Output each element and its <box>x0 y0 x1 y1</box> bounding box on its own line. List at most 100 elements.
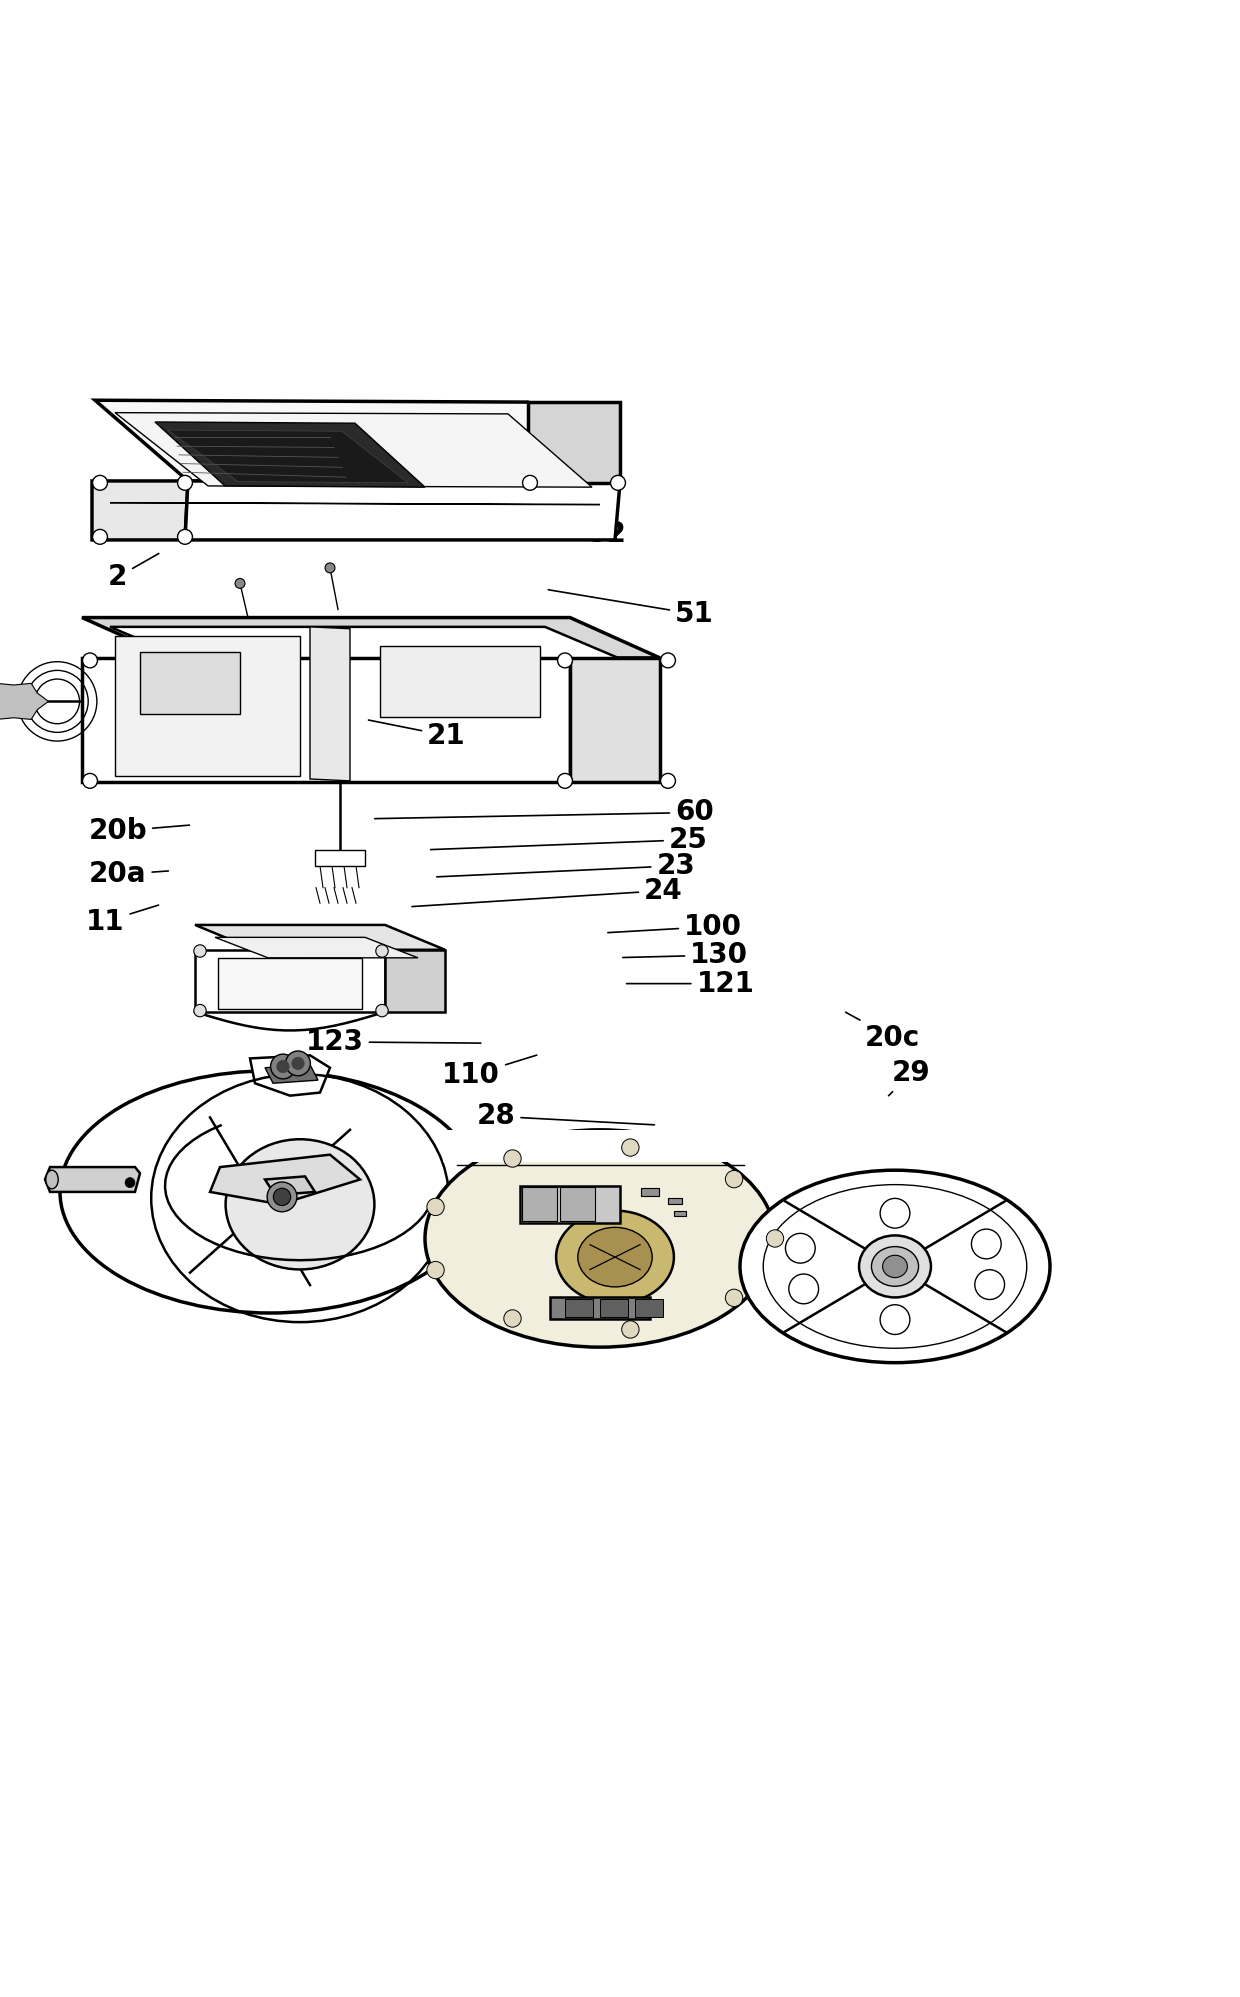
Text: 23: 23 <box>436 853 696 881</box>
Circle shape <box>789 1274 818 1304</box>
Ellipse shape <box>883 1256 908 1278</box>
Polygon shape <box>570 657 660 783</box>
Circle shape <box>661 653 676 667</box>
Circle shape <box>621 1320 639 1338</box>
Circle shape <box>785 1234 815 1264</box>
Polygon shape <box>250 1054 330 1096</box>
Polygon shape <box>218 959 362 1008</box>
Text: 60: 60 <box>374 799 714 827</box>
Polygon shape <box>600 1300 627 1318</box>
Text: 130: 130 <box>622 941 748 969</box>
Circle shape <box>558 653 573 667</box>
Polygon shape <box>110 627 630 663</box>
Circle shape <box>971 1228 1001 1258</box>
Text: 51: 51 <box>548 589 714 629</box>
Text: 110: 110 <box>443 1054 537 1090</box>
Circle shape <box>880 1304 910 1334</box>
Circle shape <box>766 1230 784 1248</box>
Circle shape <box>193 1004 206 1016</box>
Text: 20c: 20c <box>846 1012 920 1052</box>
Polygon shape <box>155 421 425 487</box>
Text: 11: 11 <box>86 905 159 937</box>
Polygon shape <box>551 1298 650 1320</box>
Circle shape <box>285 1050 310 1076</box>
Polygon shape <box>265 1064 317 1082</box>
Polygon shape <box>167 429 408 483</box>
Circle shape <box>277 1060 289 1072</box>
Circle shape <box>427 1198 444 1216</box>
Text: 121: 121 <box>626 971 754 998</box>
Circle shape <box>610 475 625 489</box>
Ellipse shape <box>60 1070 480 1312</box>
Circle shape <box>291 1056 304 1070</box>
Text: 25: 25 <box>430 827 708 855</box>
Polygon shape <box>0 683 48 719</box>
Polygon shape <box>635 1300 663 1318</box>
Circle shape <box>661 773 676 789</box>
Circle shape <box>177 529 192 545</box>
Ellipse shape <box>46 1170 58 1188</box>
Circle shape <box>236 579 246 589</box>
Polygon shape <box>384 951 445 1012</box>
Circle shape <box>725 1170 743 1188</box>
Polygon shape <box>265 1176 315 1194</box>
Circle shape <box>325 563 335 573</box>
Polygon shape <box>115 413 591 487</box>
Circle shape <box>427 1262 444 1278</box>
Circle shape <box>621 1138 639 1156</box>
Circle shape <box>267 1182 296 1212</box>
Polygon shape <box>641 1188 658 1196</box>
Ellipse shape <box>556 1210 673 1304</box>
Circle shape <box>93 529 108 545</box>
Polygon shape <box>443 1130 758 1162</box>
Text: 2: 2 <box>108 553 159 591</box>
Circle shape <box>83 773 98 789</box>
Circle shape <box>177 475 192 489</box>
Ellipse shape <box>859 1236 931 1298</box>
Polygon shape <box>82 657 570 783</box>
Polygon shape <box>522 1186 557 1220</box>
Text: 123: 123 <box>306 1028 481 1056</box>
Polygon shape <box>45 1166 140 1192</box>
Circle shape <box>125 1178 135 1188</box>
Circle shape <box>83 653 98 667</box>
Circle shape <box>376 945 388 957</box>
Text: 24: 24 <box>412 877 683 907</box>
Ellipse shape <box>226 1138 374 1270</box>
Circle shape <box>880 1198 910 1228</box>
Polygon shape <box>185 481 620 539</box>
Ellipse shape <box>872 1246 919 1286</box>
Circle shape <box>270 1054 295 1078</box>
Circle shape <box>503 1310 521 1328</box>
Polygon shape <box>315 851 365 867</box>
Text: 21: 21 <box>368 721 466 749</box>
Polygon shape <box>92 481 188 539</box>
Text: 52: 52 <box>474 491 627 547</box>
Polygon shape <box>215 937 418 959</box>
Ellipse shape <box>578 1228 652 1286</box>
Circle shape <box>93 475 108 489</box>
Polygon shape <box>379 645 539 717</box>
Polygon shape <box>310 627 350 781</box>
Polygon shape <box>95 399 620 483</box>
Text: 29: 29 <box>889 1058 931 1096</box>
Polygon shape <box>520 1186 620 1222</box>
Polygon shape <box>675 1210 686 1216</box>
Polygon shape <box>82 617 660 657</box>
Ellipse shape <box>740 1170 1050 1362</box>
Polygon shape <box>528 401 620 483</box>
Circle shape <box>522 475 537 489</box>
Text: 100: 100 <box>608 913 742 941</box>
Text: 28: 28 <box>476 1102 655 1130</box>
Polygon shape <box>560 1186 595 1220</box>
Text: 20b: 20b <box>88 817 190 845</box>
Polygon shape <box>195 951 384 1012</box>
Polygon shape <box>115 637 300 777</box>
Polygon shape <box>195 925 445 951</box>
Circle shape <box>273 1188 290 1206</box>
Polygon shape <box>140 651 241 713</box>
Text: 26: 26 <box>272 949 316 979</box>
Text: 20a: 20a <box>89 861 169 889</box>
Circle shape <box>725 1290 743 1306</box>
Circle shape <box>193 945 206 957</box>
